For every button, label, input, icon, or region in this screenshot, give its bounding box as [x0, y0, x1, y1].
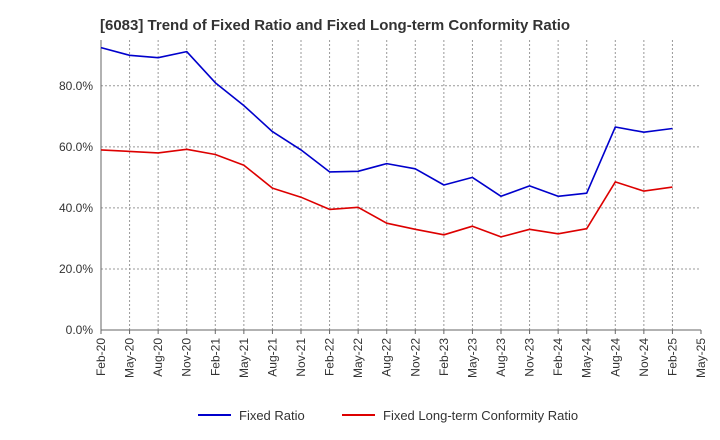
- x-tick-label: May-22: [351, 338, 365, 378]
- x-tick-label: Feb-21: [208, 338, 222, 376]
- axes: [100, 40, 702, 334]
- x-tick-label: May-24: [580, 338, 594, 378]
- x-tick-label: Nov-20: [180, 338, 194, 377]
- y-tick-labels: 0.0% 20.0% 40.0% 60.0% 80.0%: [59, 79, 93, 337]
- series-line-fixed-ratio: [100, 46, 673, 198]
- y-tick-label: 80.0%: [59, 79, 93, 93]
- x-tick-labels: Feb-20 May-20 Aug-20 Nov-20 Feb-21 May-21 Aug-…: [94, 338, 708, 378]
- legend: Fixed Ratio Fixed Long-term Conformity Ra…: [198, 408, 578, 423]
- x-tick-label: Nov-22: [408, 338, 422, 377]
- x-tick-label: May-25: [694, 338, 708, 378]
- x-tick-label: Aug-21: [265, 338, 279, 377]
- x-tick-label: Nov-23: [523, 338, 537, 377]
- y-tick-label: 20.0%: [59, 262, 93, 276]
- chart-title: [6083] Trend of Fixed Ratio and Fixed Lo…: [100, 17, 570, 34]
- x-tick-label: Aug-24: [608, 338, 622, 377]
- x-tick-label: Nov-24: [637, 338, 651, 377]
- x-tick-label: Feb-20: [94, 338, 108, 376]
- series-lines: [100, 46, 673, 238]
- legend-label: Fixed Long-term Conformity Ratio: [383, 408, 578, 423]
- y-tick-label: 0.0%: [66, 323, 94, 337]
- x-tick-label: Feb-24: [551, 338, 565, 376]
- x-tick-label: Feb-22: [323, 338, 337, 376]
- x-tick-label: May-20: [123, 338, 137, 378]
- x-tick-label: May-23: [465, 338, 479, 378]
- grid-lines: [101, 40, 701, 330]
- y-tick-label: 40.0%: [59, 201, 93, 215]
- x-tick-label: Aug-22: [380, 338, 394, 377]
- x-tick-label: Aug-20: [151, 338, 165, 377]
- series-line-fixed-long-term-conformity-ratio: [100, 148, 673, 238]
- legend-label: Fixed Ratio: [239, 408, 305, 423]
- y-tick-label: 60.0%: [59, 140, 93, 154]
- x-tick-label: Aug-23: [494, 338, 508, 377]
- x-tick-label: Nov-21: [294, 338, 308, 377]
- x-tick-label: Feb-23: [437, 338, 451, 376]
- x-tick-label: May-21: [237, 338, 251, 378]
- x-tick-label: Feb-25: [665, 338, 679, 376]
